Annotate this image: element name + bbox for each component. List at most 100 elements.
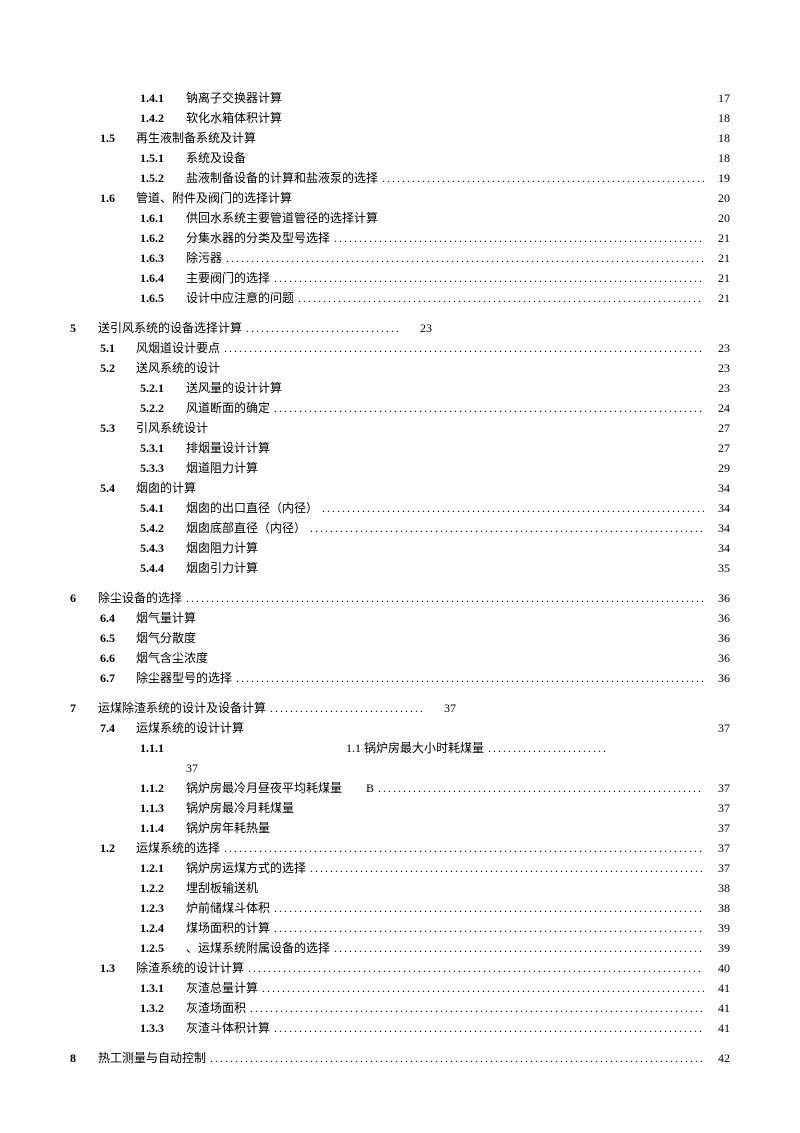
toc-entry: 1.1.2锅炉房最冷月昼夜平均耗煤量 B37	[70, 778, 730, 798]
toc-leader	[298, 288, 704, 308]
toc-entry: 6.5烟气分散度36	[70, 628, 730, 648]
toc-page-number: 21	[708, 228, 730, 248]
toc-page-number: 38	[708, 898, 730, 918]
toc-entry: 5.3引风系统设计27	[70, 418, 730, 438]
toc-page-number: 27	[708, 438, 730, 458]
toc-page-number: 21	[708, 288, 730, 308]
toc-entry: 6.4烟气量计算36	[70, 608, 730, 628]
toc-leader	[274, 1018, 704, 1038]
toc-number: 1.1.3	[140, 798, 186, 818]
toc-entry: 5送引风系统的设备选择计算...........................…	[70, 318, 730, 338]
toc-entry: 8热工测量与自动控制42	[70, 1048, 730, 1068]
toc-number: 5.3.1	[140, 438, 186, 458]
toc-number: 1.2.5	[140, 938, 186, 958]
toc-leader	[274, 268, 704, 288]
toc-entry: 5.3.1排烟量设计计算27	[70, 438, 730, 458]
toc-title: 烟气分散度	[136, 628, 196, 648]
toc-number: 1.4.1	[140, 88, 186, 108]
toc-page-number: 42	[708, 1048, 730, 1068]
toc-title: 锅炉房最冷月昼夜平均耗煤量 B	[186, 778, 374, 798]
toc-page-number: 34	[708, 538, 730, 558]
toc-entry: 5.2.1送风量的设计计算23	[70, 378, 730, 398]
toc-leader: ...............................	[270, 698, 430, 718]
toc-entry: 5.4.2烟囱底部直径（内径）34	[70, 518, 730, 538]
toc-entry: 1.6.2分集水器的分类及型号选择21	[70, 228, 730, 248]
toc-title: 风道断面的确定	[186, 398, 270, 418]
toc-page-number: 20	[708, 208, 730, 228]
toc-number: 5.3	[100, 418, 136, 438]
toc-title: 烟囱引力计算	[186, 558, 258, 578]
toc-page-number: 37	[708, 718, 730, 738]
toc-number: 1.5.2	[140, 168, 186, 188]
toc-page-number: 29	[708, 458, 730, 478]
toc-page-number: 36	[708, 588, 730, 608]
toc-number: 1.6.5	[140, 288, 186, 308]
toc-page-number: 20	[708, 188, 730, 208]
toc-page-number: 18	[708, 148, 730, 168]
toc-title: 除渣系统的设计计算	[136, 958, 244, 978]
toc-entry: 5.3.3烟道阻力计算29	[70, 458, 730, 478]
toc-page-number: 35	[708, 558, 730, 578]
toc-title: 运煤除渣系统的设计及设备计算	[98, 698, 266, 718]
toc-number: 1.6.1	[140, 208, 186, 228]
toc-title: 锅炉房运煤方式的选择	[186, 858, 306, 878]
toc-entry: 7运煤除渣系统的设计及设备计算.........................…	[70, 698, 730, 718]
toc-page-number: 37	[708, 818, 730, 838]
toc-title: 烟囱阻力计算	[186, 538, 258, 558]
toc-leader	[224, 338, 704, 358]
toc-title: 1.1 锅炉房最大小时耗煤量	[346, 738, 484, 758]
toc-title: 烟气含尘浓度	[136, 648, 208, 668]
toc-leader	[226, 248, 704, 268]
toc-number: 7.4	[100, 718, 136, 738]
toc-page-number: 23	[410, 318, 432, 338]
toc-page: 1.4.1钠离子交换器计算171.4.2软化水箱体积计算181.5再生液制备系统…	[0, 0, 800, 1128]
toc-title: 系统及设备	[186, 148, 246, 168]
toc-leader	[378, 778, 704, 798]
toc-page-number: 37	[434, 698, 456, 718]
toc-title: 软化水箱体积计算	[186, 108, 282, 128]
toc-number: 6	[70, 588, 98, 608]
toc-number: 6.6	[100, 648, 136, 668]
toc-number: 1.6.2	[140, 228, 186, 248]
toc-number: 1.2.1	[140, 858, 186, 878]
toc-title: 设计中应注意的问题	[186, 288, 294, 308]
toc-page-number: 19	[708, 168, 730, 188]
toc-number: 1.2.2	[140, 878, 186, 898]
toc-leader	[274, 898, 704, 918]
toc-number: 5.2	[100, 358, 136, 378]
toc-number: 1.6.4	[140, 268, 186, 288]
toc-title: 引风系统设计	[136, 418, 208, 438]
toc-number: 1.2	[100, 838, 136, 858]
toc-number: 5.2.2	[140, 398, 186, 418]
toc-number: 1.2.4	[140, 918, 186, 938]
toc-page-number: 17	[708, 88, 730, 108]
toc-title: 锅炉房最冷月耗煤量	[186, 798, 294, 818]
toc-entry: 1.4.2软化水箱体积计算18	[70, 108, 730, 128]
toc-page-number: 39	[708, 938, 730, 958]
toc-title: 运煤系统的选择	[136, 838, 220, 858]
toc-page-number: 18	[708, 108, 730, 128]
toc-leader	[310, 518, 704, 538]
toc-title: 烟道阻力计算	[186, 458, 258, 478]
toc-number: 1.6	[100, 188, 136, 208]
toc-page-number: 37	[708, 798, 730, 818]
toc-entry: 1.5再生液制备系统及计算18	[70, 128, 730, 148]
toc-title: 送引风系统的设备选择计算	[98, 318, 242, 338]
toc-entry: 1.6.5设计中应注意的问题 21	[70, 288, 730, 308]
toc-entry: 5.4.4烟囱引力计算35	[70, 558, 730, 578]
toc-entry: 5.4.3烟囱阻力计算34	[70, 538, 730, 558]
toc-entry: 1.2.4煤场面积的计算39	[70, 918, 730, 938]
toc-leader	[274, 398, 704, 418]
toc-entry: 1.2.5、运煤系统附属设备的选择39	[70, 938, 730, 958]
toc-page-number: 24	[708, 398, 730, 418]
toc-entry: 1.1.3锅炉房最冷月耗煤量 37	[70, 798, 730, 818]
toc-leader	[186, 588, 704, 608]
toc-leader	[236, 668, 704, 688]
toc-entry: 1.4.1钠离子交换器计算17	[70, 88, 730, 108]
toc-entry: 1.1.1 1.1 锅炉房最大小时耗煤量	[70, 738, 730, 758]
toc-leader	[310, 858, 704, 878]
toc-page-number: 37	[708, 778, 730, 798]
toc-leader	[248, 958, 704, 978]
toc-entry: 6.7除尘器型号的选择36	[70, 668, 730, 688]
toc-number: 1.1.1	[140, 738, 186, 758]
